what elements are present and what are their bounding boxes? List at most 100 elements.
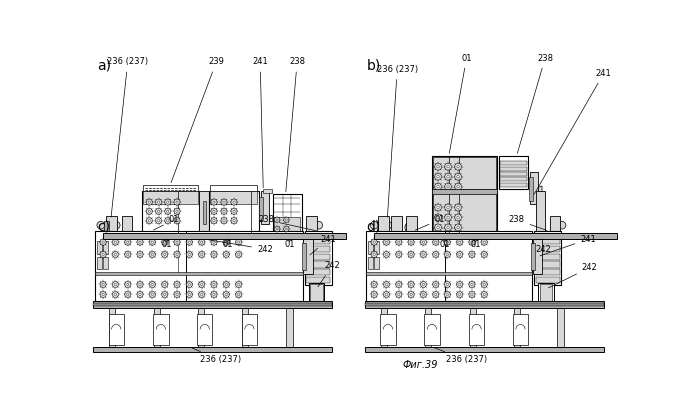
Bar (365, 302, 603, 308)
Circle shape (188, 241, 190, 243)
Bar (241, 308, 248, 347)
Bar (95, 272, 303, 275)
Bar (103, 233, 346, 239)
Circle shape (213, 241, 215, 243)
Circle shape (225, 241, 228, 243)
Bar (531, 243, 535, 270)
Circle shape (221, 208, 227, 214)
Circle shape (422, 294, 424, 296)
Circle shape (146, 208, 153, 214)
Circle shape (112, 239, 118, 245)
Circle shape (454, 224, 461, 231)
Bar (307, 261, 330, 268)
Circle shape (127, 294, 129, 296)
Circle shape (514, 323, 526, 335)
Circle shape (446, 253, 449, 255)
Circle shape (386, 284, 388, 286)
Circle shape (371, 251, 377, 257)
Circle shape (470, 323, 483, 335)
Circle shape (235, 239, 241, 245)
Circle shape (155, 199, 162, 205)
Circle shape (454, 183, 461, 190)
Circle shape (410, 284, 412, 286)
Circle shape (481, 291, 487, 297)
Text: 236 (237): 236 (237) (192, 348, 241, 365)
Bar (469, 314, 484, 344)
Circle shape (405, 221, 417, 234)
Bar (203, 200, 206, 223)
Circle shape (125, 291, 131, 297)
Bar (536, 246, 560, 252)
Text: 241: 241 (534, 69, 612, 194)
Circle shape (211, 208, 217, 214)
Circle shape (384, 291, 389, 297)
Circle shape (373, 241, 375, 243)
Bar (262, 189, 272, 193)
Circle shape (235, 291, 241, 297)
Bar (374, 241, 379, 254)
Circle shape (174, 251, 180, 257)
Circle shape (483, 294, 485, 296)
Circle shape (167, 210, 169, 213)
Bar (261, 191, 269, 223)
Circle shape (483, 253, 485, 255)
Circle shape (444, 291, 450, 297)
Bar (536, 261, 560, 268)
Circle shape (155, 323, 167, 335)
Circle shape (139, 284, 141, 286)
Bar (500, 183, 526, 186)
Circle shape (186, 239, 193, 245)
Circle shape (176, 253, 178, 255)
Circle shape (174, 281, 180, 288)
Circle shape (201, 284, 203, 286)
Text: 01: 01 (415, 215, 445, 230)
Circle shape (420, 239, 426, 245)
Circle shape (231, 218, 237, 223)
Circle shape (457, 206, 459, 209)
Circle shape (469, 239, 475, 245)
Circle shape (446, 284, 449, 286)
Bar (533, 239, 542, 274)
Circle shape (444, 173, 452, 180)
Circle shape (433, 291, 439, 297)
Circle shape (435, 253, 437, 255)
Circle shape (112, 291, 118, 297)
Circle shape (458, 241, 461, 243)
Circle shape (384, 251, 389, 257)
Bar (536, 254, 560, 260)
Bar (153, 314, 169, 344)
Bar (307, 216, 317, 233)
Circle shape (373, 294, 375, 296)
Circle shape (435, 173, 442, 180)
Text: 01: 01 (223, 239, 233, 249)
Circle shape (447, 206, 449, 209)
Bar (141, 191, 199, 233)
Circle shape (146, 218, 153, 223)
Circle shape (433, 239, 439, 245)
Circle shape (100, 281, 106, 288)
Circle shape (471, 253, 473, 255)
Circle shape (176, 284, 178, 286)
Circle shape (176, 201, 178, 203)
Circle shape (384, 281, 389, 288)
Bar (367, 273, 532, 302)
Circle shape (483, 284, 485, 286)
Circle shape (188, 284, 190, 286)
Circle shape (223, 281, 230, 288)
Bar (103, 241, 108, 254)
Bar (368, 257, 372, 269)
Bar (310, 284, 323, 303)
Circle shape (444, 214, 452, 221)
Text: 01: 01 (161, 239, 172, 249)
Circle shape (155, 218, 162, 223)
Bar (104, 221, 108, 231)
Bar (536, 238, 560, 244)
Circle shape (437, 216, 440, 219)
Circle shape (373, 284, 375, 286)
Circle shape (398, 253, 400, 255)
Bar (536, 277, 560, 283)
Circle shape (446, 241, 449, 243)
Bar (97, 257, 102, 269)
Circle shape (164, 199, 171, 205)
Circle shape (274, 226, 280, 232)
